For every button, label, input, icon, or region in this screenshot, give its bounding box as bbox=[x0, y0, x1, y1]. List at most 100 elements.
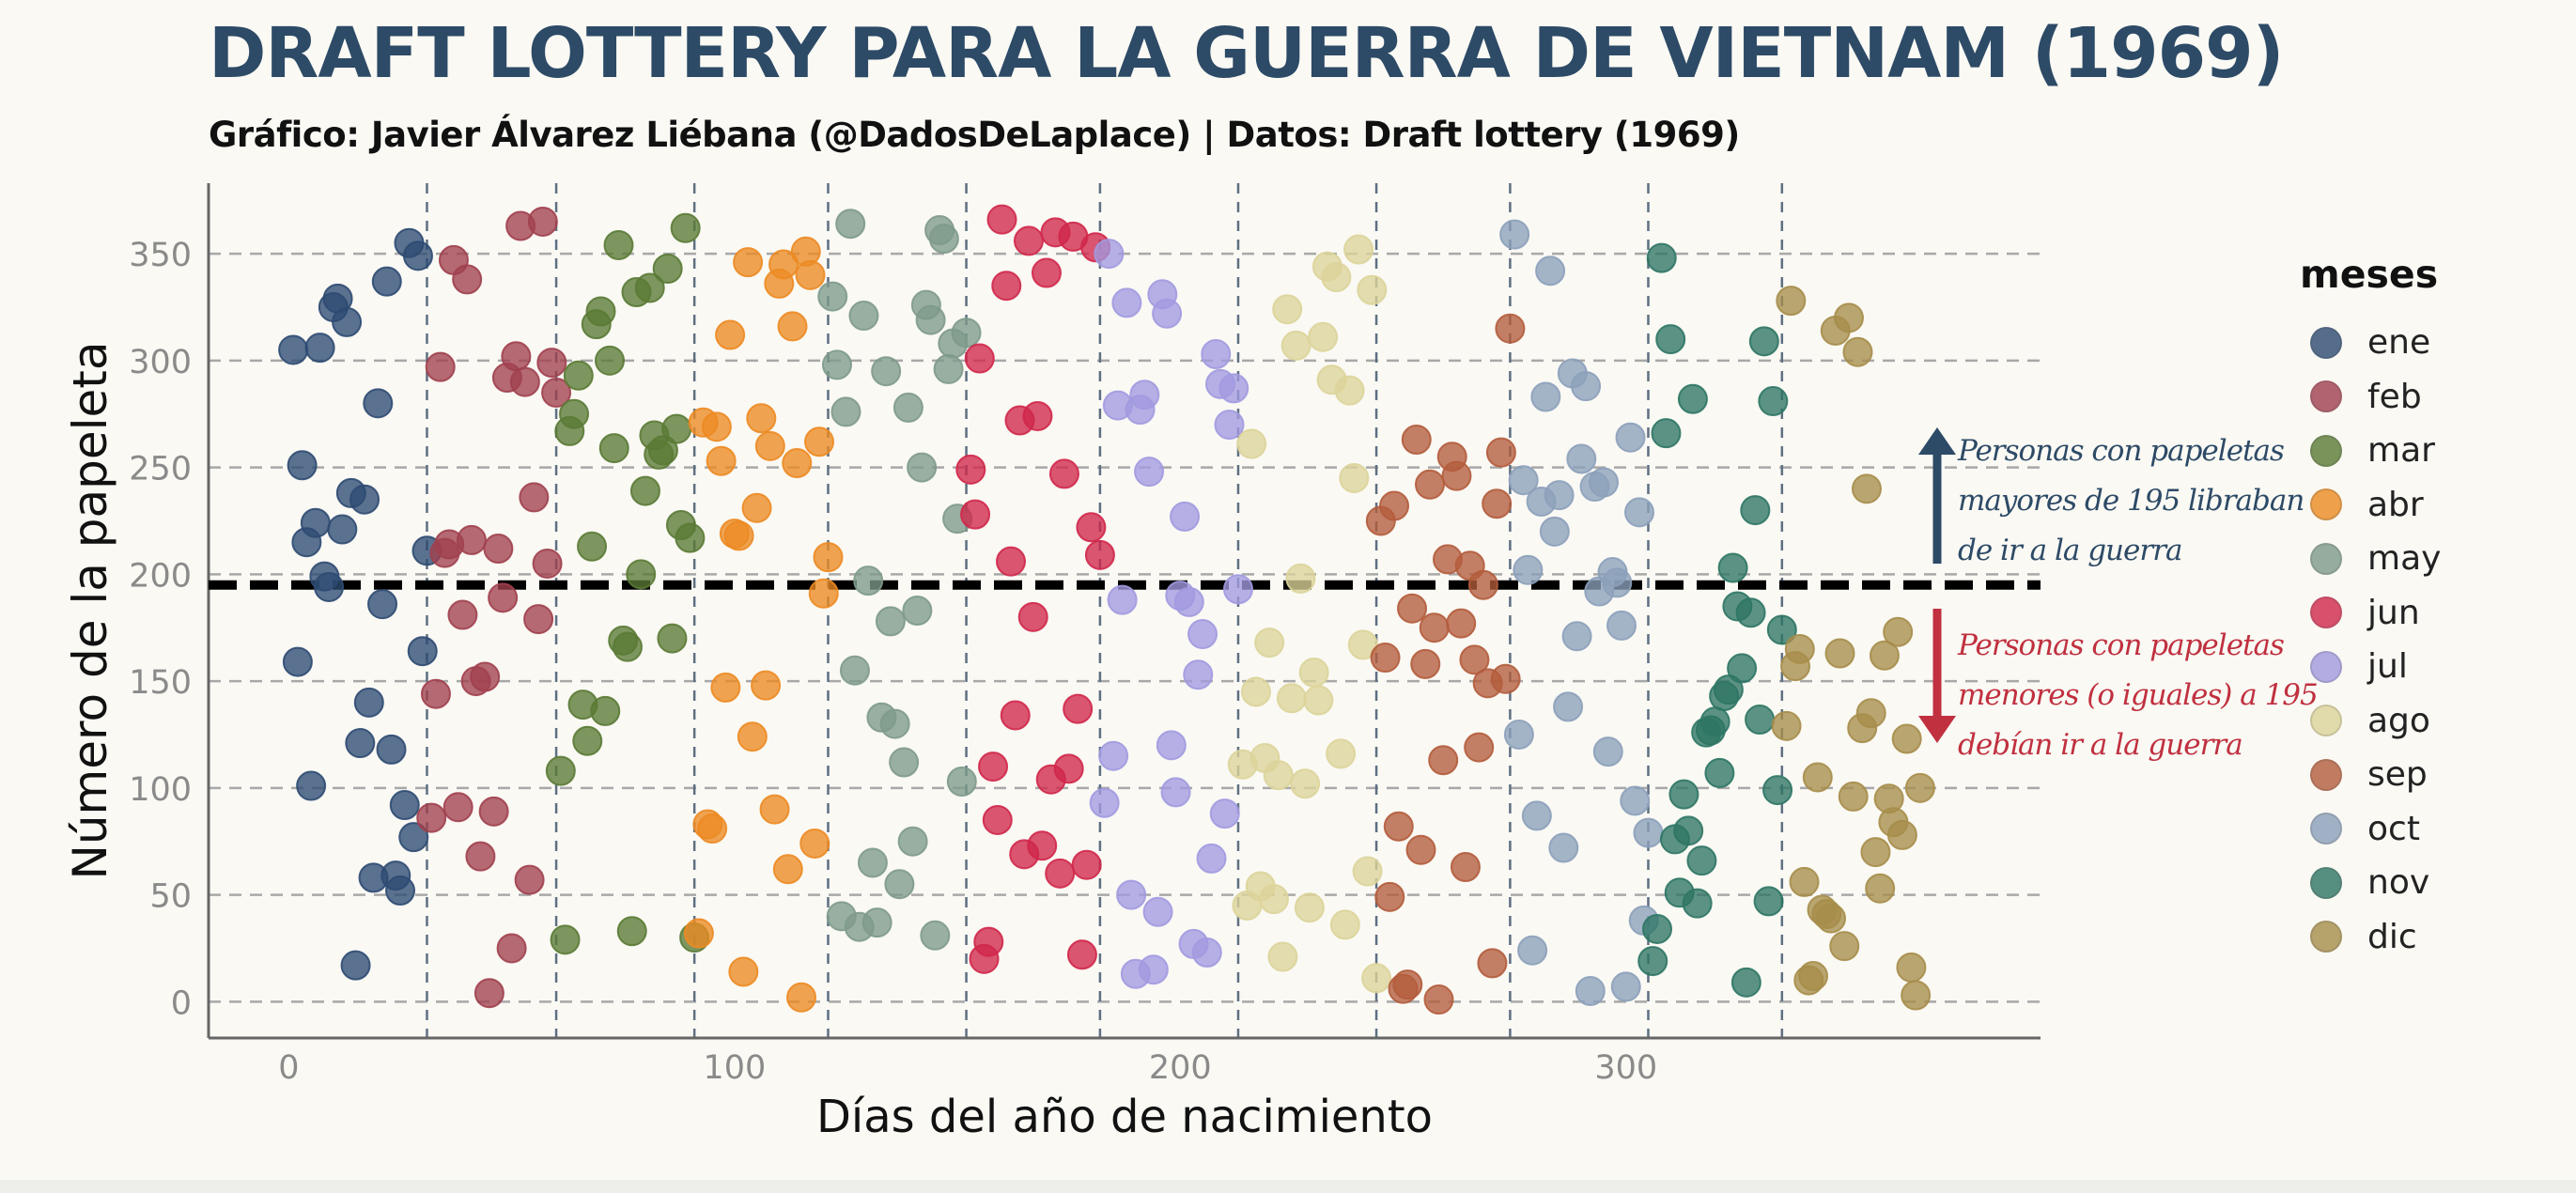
legend-items: ene feb mar abr may jun jul ago sep oct nov dic bbox=[2300, 316, 2525, 964]
data-point-dic bbox=[1904, 772, 1935, 803]
data-point-feb bbox=[425, 351, 456, 382]
data-point-abr bbox=[723, 520, 754, 551]
legend-label: dic bbox=[2367, 917, 2417, 956]
data-point-abr bbox=[808, 578, 839, 609]
legend-swatch bbox=[2310, 596, 2342, 629]
data-point-abr bbox=[799, 828, 830, 859]
data-point-jul bbox=[1170, 501, 1201, 532]
legend: meses ene feb mar abr may jun jul ago sep oct nov d… bbox=[2300, 252, 2525, 964]
data-point-jun bbox=[986, 204, 1017, 235]
data-point-dic bbox=[1784, 633, 1815, 664]
annotation-upper-line: mayores de 195 libraban bbox=[1958, 484, 2304, 518]
data-point-abr bbox=[737, 721, 768, 752]
legend-swatch bbox=[2310, 650, 2342, 683]
data-point-ago bbox=[1240, 676, 1271, 707]
data-point-dic bbox=[1869, 640, 1900, 671]
data-point-ago bbox=[1294, 892, 1325, 923]
data-point-feb bbox=[523, 604, 554, 635]
data-point-ene bbox=[407, 636, 438, 667]
data-point-ago bbox=[1236, 428, 1267, 459]
data-point-sep bbox=[1383, 811, 1414, 842]
legend-item-oct: oct bbox=[2300, 802, 2525, 857]
data-point-may bbox=[928, 224, 959, 255]
data-point-nov bbox=[1762, 775, 1793, 806]
legend-label: abr bbox=[2367, 485, 2424, 524]
data-point-abr bbox=[710, 672, 741, 703]
data-point-nov bbox=[1745, 705, 1776, 736]
data-point-feb bbox=[456, 524, 487, 555]
data-point-may bbox=[861, 907, 892, 938]
data-point-ago bbox=[1298, 657, 1329, 688]
data-point-nov bbox=[1758, 386, 1789, 417]
data-point-ene bbox=[296, 770, 327, 801]
data-point-nov bbox=[1704, 757, 1735, 788]
data-point-jul bbox=[1209, 798, 1240, 829]
data-point-may bbox=[907, 452, 938, 483]
data-point-ene bbox=[353, 687, 384, 718]
data-point-may bbox=[835, 209, 866, 240]
data-point-ene bbox=[345, 728, 376, 759]
data-point-ene bbox=[282, 646, 313, 677]
data-point-oct bbox=[1571, 371, 1602, 402]
data-point-dic bbox=[1883, 616, 1914, 647]
data-point-jun bbox=[978, 751, 1009, 782]
data-point-abr bbox=[759, 794, 790, 825]
data-point-may bbox=[884, 869, 915, 900]
data-point-oct bbox=[1610, 971, 1641, 1002]
data-point-mar bbox=[629, 475, 660, 506]
data-point-nov bbox=[1699, 706, 1730, 737]
data-point-ene bbox=[398, 822, 429, 853]
data-point-sep bbox=[1428, 745, 1459, 776]
data-point-jun bbox=[1000, 700, 1031, 731]
data-point-sep bbox=[1370, 643, 1401, 674]
data-point-jun bbox=[973, 926, 1004, 957]
data-point-abr bbox=[804, 426, 834, 457]
data-point-jun bbox=[1066, 939, 1097, 970]
legend-swatch bbox=[2310, 921, 2342, 953]
data-point-ago bbox=[1263, 760, 1294, 791]
legend-label: feb bbox=[2367, 377, 2422, 416]
data-point-jun bbox=[996, 546, 1027, 577]
legend-item-feb: feb bbox=[2300, 370, 2525, 425]
data-point-jul bbox=[1156, 730, 1187, 761]
x-tick-label: 300 bbox=[1594, 1049, 1657, 1087]
data-point-nov bbox=[1677, 383, 1708, 414]
data-point-jun bbox=[1084, 539, 1115, 570]
data-point-abr bbox=[751, 670, 782, 701]
data-point-may bbox=[892, 392, 923, 423]
data-point-nov bbox=[1740, 495, 1771, 526]
data-point-abr bbox=[728, 956, 759, 987]
data-point-may bbox=[920, 920, 951, 951]
data-point-sep bbox=[1423, 984, 1454, 1015]
data-point-oct bbox=[1566, 443, 1597, 474]
annotation-lower-line: Personas con papeletas bbox=[1958, 628, 2285, 662]
annotation-lower-line: debían ir a la guerra bbox=[1958, 728, 2243, 762]
data-point-mar bbox=[652, 254, 683, 284]
data-point-abr bbox=[697, 813, 728, 844]
data-point-jun bbox=[955, 454, 986, 485]
data-point-dic bbox=[1855, 698, 1886, 729]
x-tick-label: 100 bbox=[703, 1049, 766, 1087]
data-point-ago bbox=[1321, 262, 1352, 293]
data-point-sep bbox=[1467, 569, 1498, 600]
data-point-sep bbox=[1410, 648, 1441, 679]
legend-swatch bbox=[2310, 488, 2342, 521]
y-tick-label: 350 bbox=[129, 237, 192, 274]
legend-item-mar: mar bbox=[2300, 424, 2525, 478]
data-point-feb bbox=[514, 864, 545, 895]
data-point-mar bbox=[590, 695, 621, 726]
data-point-feb bbox=[536, 348, 567, 379]
data-point-abr bbox=[746, 403, 777, 434]
data-point-nov bbox=[1748, 326, 1779, 357]
data-point-jun bbox=[1017, 601, 1048, 632]
data-point-jul bbox=[1152, 298, 1183, 329]
data-point-mar bbox=[598, 433, 629, 464]
arrow-up-head bbox=[1918, 427, 1956, 455]
data-point-mar bbox=[634, 272, 665, 303]
legend-swatch bbox=[2310, 758, 2342, 791]
data-point-oct bbox=[1606, 610, 1637, 641]
data-point-ago bbox=[1343, 234, 1374, 265]
legend-swatch bbox=[2310, 813, 2342, 845]
data-point-oct bbox=[1513, 554, 1544, 585]
data-point-feb bbox=[465, 841, 496, 872]
